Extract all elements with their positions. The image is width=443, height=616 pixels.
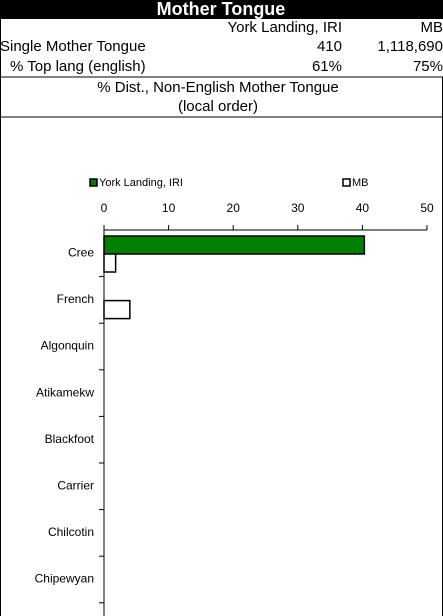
y-tick-label: Cree: [68, 245, 94, 259]
y-tick-label: Chipewyan: [35, 572, 94, 586]
row-label: Single Mother Tongue: [0, 38, 146, 55]
cell: 61%: [312, 58, 342, 75]
cell: 1,118,690: [377, 38, 443, 55]
bar: [103, 299, 131, 320]
column-header: York Landing, IRI: [227, 19, 342, 36]
x-tick-label: 20: [227, 201, 241, 215]
subtitle: % Dist., Non-English Mother Tongue: [97, 79, 339, 96]
column-header: MB: [421, 19, 443, 36]
y-tick-label: Carrier: [57, 478, 94, 492]
note: (local order): [178, 98, 258, 115]
bar: [103, 235, 366, 255]
bar: [103, 253, 117, 273]
x-tick-label: 50: [420, 201, 434, 215]
y-tick-label: Chilcotin: [48, 525, 94, 539]
x-tick-label: 10: [162, 201, 176, 215]
legend-swatch: [89, 178, 98, 187]
y-tick-label: Atikamekw: [36, 385, 94, 399]
legend-label: York Landing, IRI: [99, 177, 183, 189]
row-label: % Top lang (english): [10, 58, 146, 75]
title-bar: [0, 0, 443, 19]
y-tick-label: Algonquin: [41, 339, 94, 353]
legend-label: MB: [352, 177, 369, 189]
y-tick-label: French: [57, 292, 94, 306]
cell: 75%: [413, 58, 443, 75]
x-tick-label: 40: [356, 201, 370, 215]
x-tick-label: 30: [291, 201, 305, 215]
title: Mother Tongue: [157, 0, 286, 19]
x-tick-label: 0: [101, 201, 108, 215]
legend-swatch: [342, 178, 351, 187]
cell: 410: [317, 38, 342, 55]
y-tick-label: Blackfoot: [45, 432, 95, 446]
